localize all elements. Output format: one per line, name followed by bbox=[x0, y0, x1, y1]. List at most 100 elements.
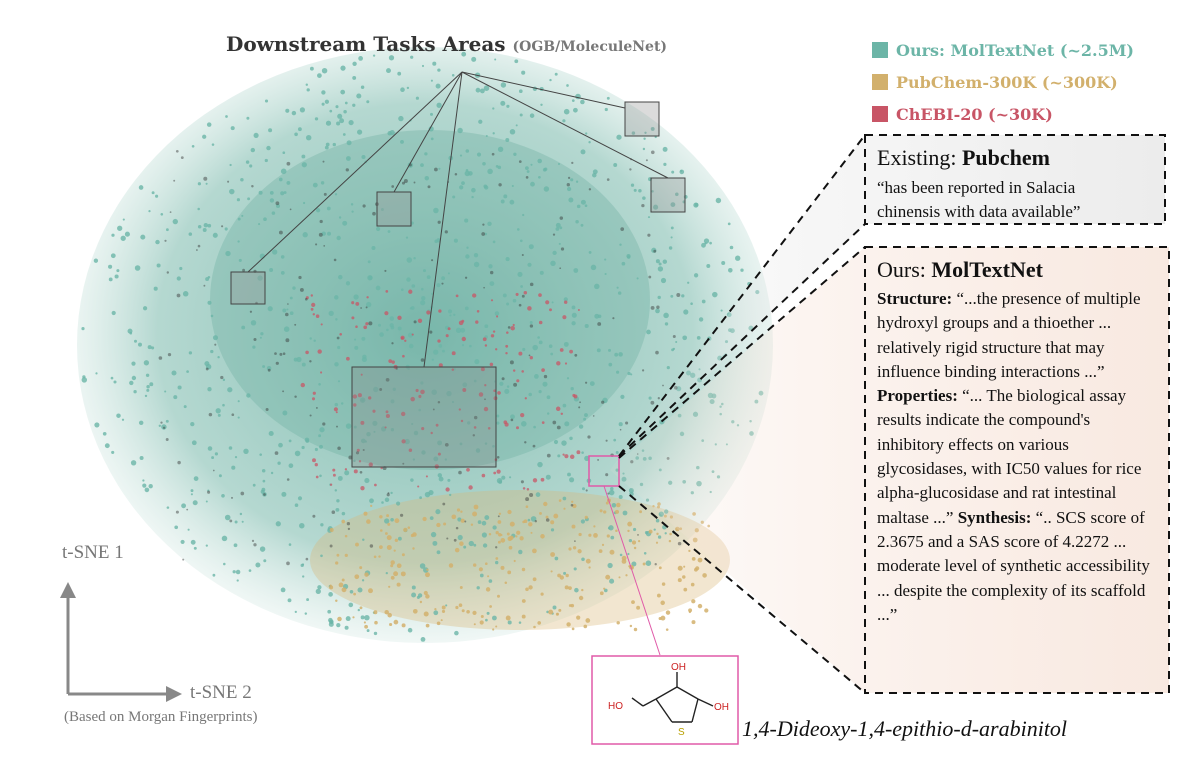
legend-item: ChEBI-20 (~30K) bbox=[872, 98, 1134, 130]
moltextnet-point bbox=[134, 339, 137, 343]
chebi-point bbox=[559, 348, 564, 352]
moltextnet-point bbox=[613, 438, 617, 442]
dense-point bbox=[556, 425, 561, 430]
moltextnet-point bbox=[190, 539, 196, 545]
moltextnet-point bbox=[360, 438, 366, 444]
dense-point bbox=[372, 211, 376, 216]
moltextnet-point bbox=[177, 385, 182, 390]
chebi-point bbox=[538, 320, 543, 325]
existing-name: Pubchem bbox=[961, 145, 1050, 170]
pubchem-point bbox=[563, 507, 566, 510]
pubchem-point bbox=[665, 628, 669, 631]
pubchem-point bbox=[425, 623, 430, 628]
chebi-point bbox=[408, 448, 413, 453]
moltextnet-point bbox=[670, 294, 674, 298]
chebi-point bbox=[576, 450, 581, 455]
dense-point bbox=[242, 268, 246, 272]
moltextnet-point bbox=[514, 59, 519, 64]
moltextnet-point bbox=[670, 236, 673, 239]
moltextnet-point bbox=[657, 535, 662, 539]
moltextnet-point bbox=[93, 258, 99, 263]
pubchem-point bbox=[466, 610, 470, 614]
chebi-point bbox=[447, 327, 451, 331]
pubchem-point bbox=[394, 538, 399, 543]
moltextnet-point bbox=[567, 472, 571, 477]
pubchem-point bbox=[636, 605, 641, 610]
moltextnet-point bbox=[373, 430, 376, 433]
moltextnet-point bbox=[645, 560, 652, 566]
moltextnet-point bbox=[703, 238, 710, 244]
dense-point bbox=[585, 381, 588, 384]
dense-point bbox=[331, 510, 336, 514]
pubchem-point bbox=[485, 587, 491, 592]
moltextnet-point bbox=[729, 245, 734, 250]
chebi-point bbox=[489, 362, 494, 367]
chebi-point bbox=[520, 412, 525, 418]
moltextnet-point bbox=[190, 493, 193, 496]
moltextnet-point bbox=[356, 93, 362, 99]
pubchem-point bbox=[341, 578, 345, 582]
chebi-point bbox=[310, 307, 314, 311]
moltextnet-point bbox=[424, 152, 428, 156]
moltextnet-point bbox=[670, 226, 674, 230]
moltextnet-point bbox=[151, 346, 155, 350]
pubchem-point bbox=[642, 562, 646, 566]
pubchem-point bbox=[419, 600, 423, 604]
chebi-point bbox=[402, 354, 405, 358]
pubchem-point bbox=[669, 532, 672, 536]
dense-point bbox=[507, 326, 511, 329]
moltextnet-point bbox=[465, 168, 469, 172]
moltextnet-point bbox=[250, 320, 257, 326]
dense-point bbox=[520, 480, 524, 484]
moltextnet-point bbox=[500, 82, 507, 88]
pubchem-point bbox=[661, 582, 666, 586]
dense-point bbox=[287, 303, 289, 305]
moltextnet-point bbox=[653, 204, 659, 210]
moltextnet-point bbox=[455, 327, 462, 334]
moltextnet-point bbox=[666, 366, 670, 370]
moltextnet-point bbox=[345, 423, 352, 429]
pubchem-point bbox=[605, 501, 609, 505]
dense-point bbox=[175, 149, 179, 153]
chebi-point bbox=[437, 452, 441, 456]
moltextnet-point bbox=[429, 516, 434, 520]
legend-label: Ours: MolTextNet (~2.5M) bbox=[896, 40, 1134, 60]
pubchem-point bbox=[403, 527, 408, 533]
atom-ho: HO bbox=[608, 701, 623, 712]
moltextnet-point bbox=[338, 274, 343, 280]
moltextnet-point bbox=[513, 152, 517, 156]
moltextnet-point bbox=[512, 298, 517, 303]
moltextnet-point bbox=[571, 99, 575, 102]
moltextnet-point bbox=[566, 84, 569, 87]
moltextnet-point bbox=[301, 154, 306, 159]
chebi-point bbox=[311, 397, 316, 401]
chebi-point bbox=[532, 478, 538, 483]
molecule-name: 1,4-Dideoxy-1,4-epithio-d-arabinitol bbox=[742, 716, 1068, 741]
moltextnet-point bbox=[335, 318, 338, 321]
moltextnet-point bbox=[305, 83, 308, 86]
pubchem-point bbox=[458, 603, 463, 607]
chebi-point bbox=[445, 487, 450, 492]
moltextnet-point bbox=[345, 616, 351, 622]
moltextnet-point bbox=[465, 149, 470, 153]
dense-point bbox=[208, 412, 213, 417]
atom-oh-top: OH bbox=[671, 662, 686, 673]
moltextnet-point bbox=[464, 218, 469, 223]
pubchem-point bbox=[366, 519, 371, 524]
molecule-structure bbox=[631, 672, 714, 723]
pubchem-point bbox=[637, 539, 641, 543]
moltextnet-point bbox=[592, 169, 598, 175]
pubchem-point bbox=[336, 553, 340, 557]
moltextnet-point bbox=[410, 306, 415, 310]
moltextnet-point bbox=[701, 242, 706, 248]
chebi-point bbox=[521, 370, 524, 373]
pubchem-point bbox=[500, 533, 503, 537]
moltextnet-point bbox=[124, 231, 130, 237]
pubchem-point bbox=[639, 510, 643, 514]
moltextnet-point bbox=[562, 496, 567, 501]
dense-point bbox=[309, 414, 312, 417]
moltextnet-point bbox=[337, 380, 341, 383]
moltextnet-point bbox=[484, 515, 490, 521]
pubchem-point bbox=[473, 504, 479, 510]
pubchem-point bbox=[658, 616, 662, 621]
